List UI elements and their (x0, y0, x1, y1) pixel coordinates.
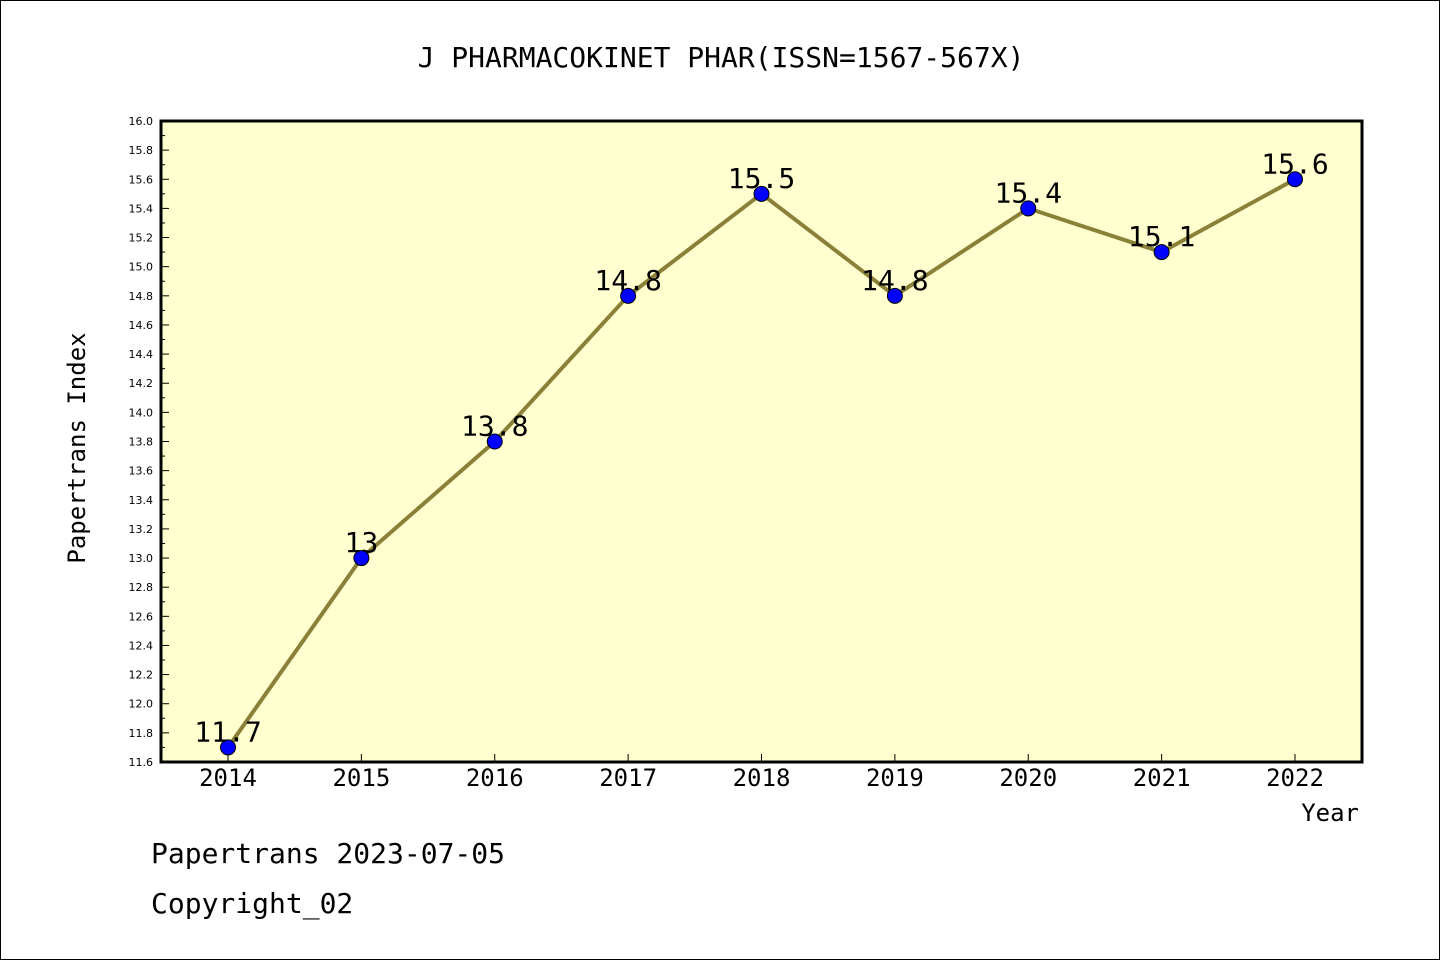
data-point (1020, 200, 1037, 217)
y-axis: 11.6 11.8 12.0 12.2 12.4 12.6 12.8 13.0 13.2 13.4… (129, 115, 169, 769)
data-label: 11.7 (194, 715, 261, 748)
data-label: 13 (345, 526, 379, 559)
x-tick-label: 2018 (733, 764, 791, 792)
footer-date-text: Papertrans 2023-07-05 (151, 837, 506, 870)
data-point (886, 287, 903, 304)
y-tick-label: 15.6 (129, 173, 154, 186)
y-tick-label: 12.2 (129, 669, 154, 682)
y-tick-label: 13.8 (129, 436, 154, 449)
x-axis: 2014 2015 2016 2017 2018 2019 2020 2021 2022 (199, 754, 1324, 792)
y-axis-label: Papertrans Index (63, 332, 91, 563)
data-point (1153, 244, 1170, 261)
y-tick-label: 15.2 (129, 232, 154, 245)
data-label: 15.6 (1261, 147, 1328, 180)
y-tick-label: 12.6 (129, 610, 154, 623)
x-tick-label: 2021 (1133, 764, 1191, 792)
x-tick-label: 2015 (332, 764, 390, 792)
y-tick-label: 13.0 (129, 552, 154, 565)
y-tick-label: 14.8 (129, 290, 154, 303)
data-label: 15.5 (728, 162, 795, 195)
y-tick-label: 16.0 (129, 115, 154, 128)
data-point (353, 550, 370, 567)
plot-area (159, 119, 1364, 764)
y-tick-label: 15.4 (129, 202, 154, 215)
x-tick-label: 2022 (1266, 764, 1324, 792)
y-tick-label: 15.8 (129, 144, 154, 157)
data-label: 15.1 (1128, 220, 1195, 253)
y-tick-label: 12.8 (129, 581, 154, 594)
data-label: 14.8 (594, 264, 661, 297)
data-point (620, 287, 637, 304)
y-tick-label: 12.4 (129, 639, 154, 652)
y-tick-label: 15.0 (129, 261, 154, 274)
y-tick-label: 12.0 (129, 698, 154, 711)
data-point (486, 433, 503, 450)
x-tick-label: 2017 (599, 764, 657, 792)
y-tick-label: 14.0 (129, 406, 154, 419)
series-group: 11.7 13 13.8 14.8 15.5 14.8 15.4 15.1 15.6 (194, 147, 1329, 756)
data-point (220, 739, 236, 756)
x-tick-label: 2019 (866, 764, 924, 792)
x-tick-label: 2016 (466, 764, 524, 792)
data-label: 13.8 (461, 410, 528, 443)
x-axis-label: Year (1301, 799, 1359, 827)
y-tick-label: 13.2 (129, 523, 154, 536)
y-tick-label: 11.6 (129, 756, 154, 769)
y-tick-label: 14.6 (129, 319, 154, 332)
data-point (1287, 171, 1303, 188)
data-label: 14.8 (861, 264, 928, 297)
data-label: 15.4 (995, 176, 1062, 209)
chart-title: J PHARMACOKINET PHAR(ISSN=1567-567X) (418, 41, 1025, 74)
x-tick-label: 2014 (199, 764, 257, 792)
data-point (753, 185, 770, 202)
y-tick-label: 14.4 (129, 348, 154, 361)
y-tick-label: 13.6 (129, 465, 154, 478)
y-tick-label: 13.4 (129, 494, 154, 507)
y-tick-label: 11.8 (129, 727, 154, 740)
y-tick-label: 14.2 (129, 377, 154, 390)
footer-copyright-text: Copyright_02 (151, 887, 354, 920)
x-tick-label: 2020 (999, 764, 1057, 792)
